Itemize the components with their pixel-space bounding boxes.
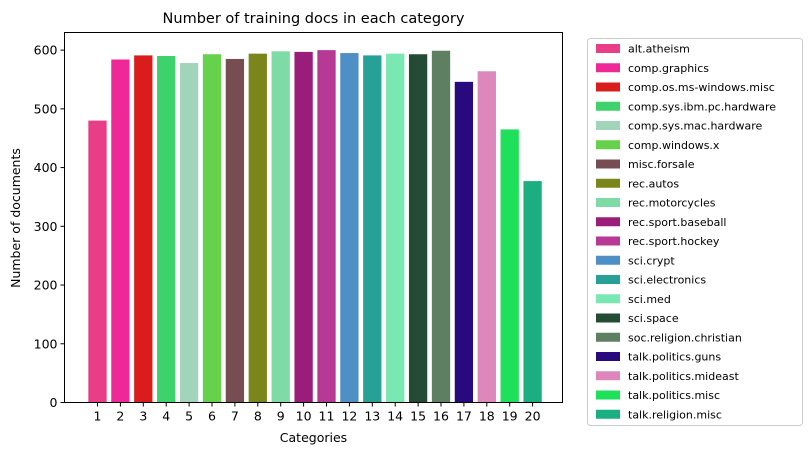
legend-swatch [596,294,620,304]
legend-label: rec.motorcycles [628,197,716,210]
bar-13 [363,55,382,403]
x-tick-label: 4 [162,409,170,424]
bar-12 [340,53,359,403]
bar-1 [88,120,107,403]
legend-swatch [596,63,620,73]
y-tick-label: 100 [34,336,58,351]
x-tick-label: 1 [94,409,102,424]
x-tick-label: 14 [387,409,403,424]
legend-label: rec.sport.baseball [628,216,726,229]
legend-swatch [596,82,620,92]
y-tick-label: 600 [34,43,58,58]
y-tick-label: 500 [34,101,58,116]
legend-label: comp.sys.ibm.pc.hardware [628,100,776,113]
plot-frame [64,32,563,403]
legend-label: talk.politics.guns [628,351,721,364]
x-tick-label: 13 [364,409,380,424]
legend-label: sci.crypt [628,254,675,267]
legend-label: sci.electronics [628,274,706,287]
bar-2 [111,59,130,403]
x-tick-label: 12 [341,409,357,424]
bar-10 [294,51,313,403]
bar-3 [134,55,153,403]
legend-label: alt.atheism [628,43,690,56]
legend-swatch [596,390,620,400]
legend-label: comp.windows.x [628,139,720,152]
legend-label: talk.religion.misc [628,408,722,421]
x-tick-label: 17 [456,409,472,424]
legend-swatch [596,101,620,111]
x-tick-label: 15 [410,409,426,424]
x-tick-label: 6 [208,409,216,424]
legend-label: comp.os.ms-windows.misc [628,81,775,94]
legend-label: rec.autos [628,177,679,190]
legend-swatch [596,255,620,265]
legend-swatch [596,159,620,169]
y-ticks-group: 0 100 200 300 400 500 600 [34,43,65,410]
legend-swatch [596,198,620,207]
legend: alt.atheism comp.graphics comp.os.ms-windo… [587,38,803,426]
y-tick-label: 0 [50,395,58,410]
x-tick-label: 9 [277,409,285,424]
x-tick-label: 8 [254,409,262,424]
legend-label: soc.religion.christian [628,331,742,344]
bar-6 [202,54,222,403]
legend-label: talk.politics.misc [628,389,720,402]
legend-label: misc.forsale [628,158,695,171]
x-tick-label: 10 [296,409,312,424]
legend-swatch [596,236,620,246]
bar-5 [179,63,199,403]
legend-swatch [596,178,620,188]
x-tick-label: 11 [319,409,335,424]
x-axis-label: Categories [280,430,347,445]
bar-18 [477,71,496,403]
legend-swatch [596,332,620,342]
x-tick-label: 20 [525,409,541,424]
legend-swatch [596,121,620,130]
legend-label: sci.space [628,312,679,325]
legend-swatch [596,217,620,227]
x-tick-label: 2 [116,409,124,424]
legend-label: sci.med [628,293,671,306]
bars-group [88,50,542,403]
legend-swatch [596,352,620,361]
legend-label: comp.sys.mac.hardware [628,120,762,133]
x-tick-label: 18 [479,409,495,424]
legend-swatch [596,409,620,419]
legend-swatch [596,275,620,284]
x-tick-label: 7 [231,409,239,424]
legend-swatch [596,313,620,323]
legend-swatch [596,140,620,150]
y-tick-label: 400 [34,160,58,175]
x-tick-label: 19 [502,409,518,424]
x-ticks-group: 1 2 3 4 5 6 7 8 9 10 11 12 13 14 15 16 17 18 19 20 [94,402,541,424]
x-tick-label: 3 [139,409,147,424]
bar-8 [248,53,267,403]
y-tick-label: 200 [34,278,58,293]
x-tick-label: 5 [185,409,193,424]
legend-swatch [596,44,620,53]
legend-label: talk.politics.mideast [628,370,739,383]
legend-items: alt.atheism comp.graphics comp.os.ms-windo… [596,43,776,421]
bar-9 [271,51,290,403]
legend-label: comp.graphics [628,62,709,75]
bar-20 [523,181,542,403]
bar-19 [500,129,519,403]
bar-7 [225,58,245,403]
bar-14 [386,53,405,403]
chart-title: Number of training docs in each category [163,11,465,27]
bar-17 [454,81,474,403]
legend-frame [587,38,803,426]
bar-4 [157,55,176,403]
x-tick-label: 16 [433,409,449,424]
bar-11 [317,50,336,403]
y-axis-label: Number of documents [8,148,23,288]
bar-15 [408,54,428,403]
y-tick-label: 300 [34,219,58,234]
legend-label: rec.sport.hockey [628,235,720,248]
legend-swatch [596,371,620,381]
bar-16 [431,50,451,403]
